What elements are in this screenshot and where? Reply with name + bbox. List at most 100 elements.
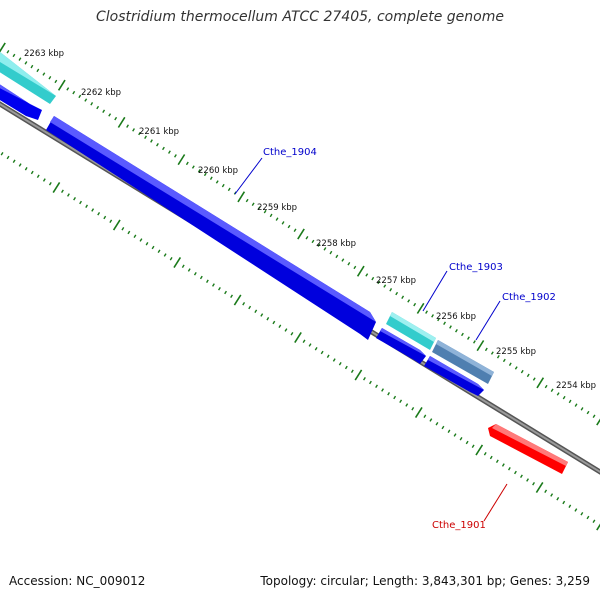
minor-tick (85, 204, 89, 208)
minor-tick (383, 284, 387, 288)
minor-tick (502, 358, 506, 363)
gene-callouts: Cthe_1904 Cthe_1903 Cthe_1902 Cthe_1901 (234, 147, 556, 531)
minor-tick (407, 299, 411, 303)
minor-tick (121, 227, 125, 231)
minor-tick (197, 169, 201, 173)
minor-tick (54, 79, 58, 84)
minor-tick (230, 294, 233, 298)
minor-tick (332, 358, 336, 362)
minor-tick (67, 193, 70, 197)
cthe-1903-feature[interactable] (386, 312, 436, 350)
major-tick (237, 191, 246, 203)
minor-tick (78, 94, 82, 99)
minor-tick (42, 72, 46, 76)
major-tick (414, 406, 423, 419)
minor-tick (568, 399, 572, 404)
minor-tick (72, 90, 76, 95)
minor-tick (520, 474, 523, 478)
minor-tick (592, 519, 596, 523)
minor-tick (425, 310, 428, 314)
minor-tick (109, 219, 113, 223)
minor-tick (174, 154, 177, 158)
minor-tick (562, 500, 566, 505)
minor-tick (24, 167, 28, 171)
minor-tick (544, 489, 548, 493)
minor-tick (162, 146, 165, 151)
kbp-label: 2263 kbp (24, 49, 64, 59)
minor-tick (169, 257, 173, 261)
accession-text: Accession: NC_009012 (9, 574, 146, 588)
minor-tick (290, 332, 294, 336)
minor-tick (311, 239, 315, 244)
minor-tick (278, 324, 282, 328)
minor-tick (435, 422, 439, 426)
cthe-1904-cds[interactable] (46, 116, 376, 340)
gene-label-cthe-1903[interactable]: Cthe_1903 (449, 262, 503, 273)
minor-tick (6, 155, 10, 160)
major-tick (233, 294, 242, 306)
minor-tick (6, 50, 10, 54)
minor-tick (254, 309, 258, 313)
minor-tick (61, 189, 64, 193)
minor-tick (381, 388, 384, 392)
minor-tick (431, 314, 434, 318)
minor-tick (314, 347, 318, 351)
minor-tick (205, 279, 209, 283)
minor-tick (586, 410, 590, 415)
minor-tick (423, 414, 427, 418)
major-tick (476, 340, 485, 352)
kbp-label: 2260 kbp (198, 166, 238, 176)
cthe-1901-cds[interactable] (488, 424, 568, 474)
feature-track (0, 52, 568, 474)
inner-tick-ring (0, 152, 600, 531)
minor-tick (181, 264, 185, 268)
gene-label-cthe-1902[interactable]: Cthe_1902 (502, 292, 556, 303)
minor-tick (483, 452, 487, 456)
kbp-label: 2254 kbp (556, 381, 596, 391)
minor-tick (102, 109, 106, 113)
minor-tick (12, 159, 16, 163)
major-tick (294, 331, 302, 344)
minor-tick (305, 236, 309, 240)
minor-tick (248, 305, 252, 310)
minor-tick (84, 98, 88, 102)
gene-label-cthe-1901[interactable]: Cthe_1901 (432, 520, 486, 531)
map-title: Clostridium thermocellum ATCC 27405, com… (96, 9, 504, 25)
minor-tick (284, 328, 288, 332)
minor-tick (144, 135, 147, 139)
minor-tick (212, 283, 215, 287)
minor-tick (242, 302, 246, 306)
minor-tick (395, 291, 399, 296)
minor-tick (514, 470, 517, 475)
minor-tick (114, 116, 118, 121)
minor-tick (586, 515, 590, 520)
minor-tick (126, 124, 129, 128)
minor-tick (0, 152, 4, 156)
minor-tick (413, 302, 417, 307)
minor-tick (79, 200, 82, 205)
major-tick (117, 116, 126, 128)
minor-tick (465, 440, 469, 445)
minor-tick (399, 399, 403, 403)
kbp-label: 2256 kbp (436, 312, 476, 322)
gene-label-cthe-1904[interactable]: Cthe_1904 (263, 147, 317, 158)
forward-cds-under-1902[interactable] (424, 356, 484, 396)
minor-tick (275, 217, 279, 221)
minor-tick (443, 321, 446, 325)
minor-tick (556, 497, 560, 501)
major-tick (356, 265, 365, 277)
minor-tick (574, 508, 578, 512)
minor-tick (580, 407, 584, 411)
cthe-1902-feature[interactable] (432, 340, 494, 384)
minor-tick (568, 504, 572, 508)
minor-tick (97, 212, 101, 216)
minor-tick (24, 61, 28, 65)
cyan-feature-top[interactable] (0, 52, 56, 104)
minor-tick (507, 467, 511, 471)
forward-cds-under-1903[interactable] (376, 328, 426, 364)
minor-tick (467, 336, 470, 340)
forward-cds-top-left[interactable] (0, 78, 42, 120)
minor-tick (353, 265, 357, 270)
minor-tick (550, 493, 554, 497)
minor-tick (580, 512, 584, 516)
